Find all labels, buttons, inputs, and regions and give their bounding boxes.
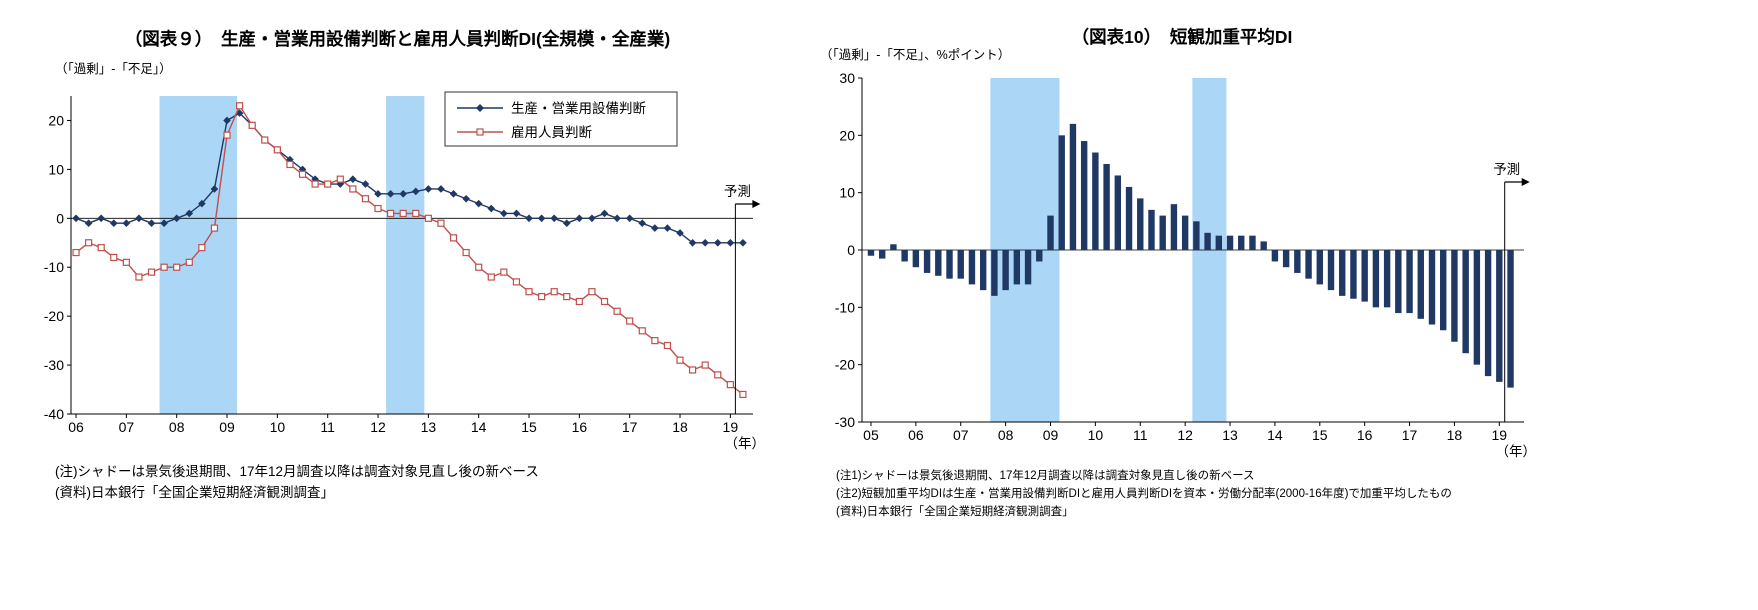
- svg-text:-20: -20: [835, 357, 855, 373]
- svg-text:09: 09: [219, 419, 235, 435]
- svg-text:生産・営業用設備判断: 生産・営業用設備判断: [511, 101, 646, 116]
- svg-text:10: 10: [1088, 427, 1104, 443]
- svg-text:12: 12: [1177, 427, 1193, 443]
- axis-tick-labels: -30 -20 -10 0 10 20 30 05 06 07 08 09 10 11 12 13 14 15 16…: [835, 70, 1508, 443]
- figure10-notes: (注1)シャドーは景気後退期間、17年12月調査以降は調査対象見直し後の新ベース…: [836, 468, 1452, 521]
- svg-text:-10: -10: [835, 299, 855, 315]
- svg-text:雇用人員判断: 雇用人員判断: [511, 124, 592, 140]
- figure10-title: （図表10） 短観加重平均DI: [1071, 27, 1293, 47]
- svg-text:10: 10: [839, 185, 855, 201]
- bar-series: [867, 123, 1514, 388]
- svg-text:11: 11: [320, 419, 335, 435]
- forecast-marker: 予測: [724, 184, 761, 414]
- axis-ticks: [67, 119, 731, 418]
- svg-text:17: 17: [622, 419, 638, 435]
- svg-text:18: 18: [1447, 427, 1463, 443]
- svg-text:11: 11: [1133, 427, 1148, 443]
- figure10-note-source: (資料)日本銀行「全国企業短期経済観測調査」: [836, 505, 1074, 518]
- year-axis-label: （年）: [725, 436, 766, 451]
- svg-text:-10: -10: [44, 259, 64, 275]
- svg-text:08: 08: [998, 427, 1014, 443]
- svg-text:12: 12: [370, 419, 386, 435]
- svg-text:10: 10: [270, 419, 286, 435]
- svg-text:07: 07: [953, 427, 969, 443]
- svg-text:19: 19: [723, 419, 739, 435]
- svg-text:予測: 予測: [724, 184, 751, 199]
- figure9-unit-label: （「過剰」-「不足」）: [55, 62, 172, 76]
- svg-text:05: 05: [863, 427, 879, 443]
- recession-shading: [159, 96, 425, 414]
- svg-text:0: 0: [56, 210, 64, 226]
- figure10-chart: -30 -20 -10 0 10 20 30 05 06 07 08 09 10 11 12 13 14 15 16…: [835, 70, 1537, 459]
- svg-text:14: 14: [471, 419, 487, 435]
- svg-text:-40: -40: [44, 406, 64, 422]
- figure10: （図表10） 短観加重平均DI （「過剰」-「不足」、%ポイント） -30 -20…: [812, 12, 1552, 602]
- svg-text:17: 17: [1402, 427, 1418, 443]
- svg-text:15: 15: [1312, 427, 1328, 443]
- forecast-marker: 予測: [1493, 162, 1530, 422]
- svg-text:20: 20: [48, 112, 64, 128]
- figure9: （図表９） 生産・営業用設備判断と雇用人員判断DI(全規模・全産業) （「過剰」…: [25, 14, 770, 594]
- year-axis-label: （年）: [1496, 444, 1537, 459]
- axes: [70, 96, 753, 415]
- svg-text:16: 16: [572, 419, 588, 435]
- figure9-notes: (注)シャドーは景気後退期間、17年12月調査以降は調査対象見直し後の新ベース …: [55, 462, 539, 504]
- svg-text:07: 07: [119, 419, 135, 435]
- svg-text:14: 14: [1267, 427, 1283, 443]
- svg-text:-20: -20: [44, 308, 64, 324]
- svg-text:0: 0: [847, 242, 855, 258]
- figure9-note-1: (注)シャドーは景気後退期間、17年12月調査以降は調査対象見直し後の新ベース: [55, 464, 539, 479]
- svg-text:30: 30: [839, 70, 855, 86]
- svg-text:13: 13: [421, 419, 437, 435]
- figure9-note-source: (資料)日本銀行「全国企業短期経済観測調査」: [55, 484, 334, 500]
- svg-text:18: 18: [672, 419, 688, 435]
- axis-tick-labels: -40 -30 -20 -10 0 10 20 06 07 08 09 10 11 12 13 14 15 16 1…: [44, 112, 739, 435]
- svg-text:13: 13: [1222, 427, 1238, 443]
- figure10-unit-label: （「過剰」-「不足」、%ポイント）: [820, 48, 1011, 62]
- axis-ticks: [858, 77, 1500, 426]
- svg-text:15: 15: [521, 419, 537, 435]
- line-series-1: [72, 102, 747, 399]
- figure10-note-1: (注1)シャドーは景気後退期間、17年12月調査以降は調査対象見直し後の新ベース: [836, 470, 1255, 482]
- svg-text:予測: 予測: [1493, 162, 1520, 177]
- svg-text:20: 20: [839, 127, 855, 143]
- figure9-title: （図表９） 生産・営業用設備判断と雇用人員判断DI(全規模・全産業): [124, 29, 671, 49]
- svg-text:09: 09: [1043, 427, 1059, 443]
- svg-text:08: 08: [169, 419, 185, 435]
- figure9-chart: -40 -30 -20 -10 0 10 20 06 07 08 09 10 11 12 13 14 15 16 1…: [44, 91, 766, 451]
- svg-text:-30: -30: [835, 414, 855, 430]
- svg-text:19: 19: [1492, 427, 1508, 443]
- svg-text:16: 16: [1357, 427, 1373, 443]
- svg-text:10: 10: [48, 161, 64, 177]
- svg-text:-30: -30: [44, 357, 64, 373]
- svg-text:06: 06: [68, 419, 84, 435]
- figure10-note-2: (注2)短観加重平均DIは生産・営業用設備判断DIと雇用人員判断DIを資本・労働…: [836, 487, 1452, 500]
- svg-text:06: 06: [908, 427, 924, 443]
